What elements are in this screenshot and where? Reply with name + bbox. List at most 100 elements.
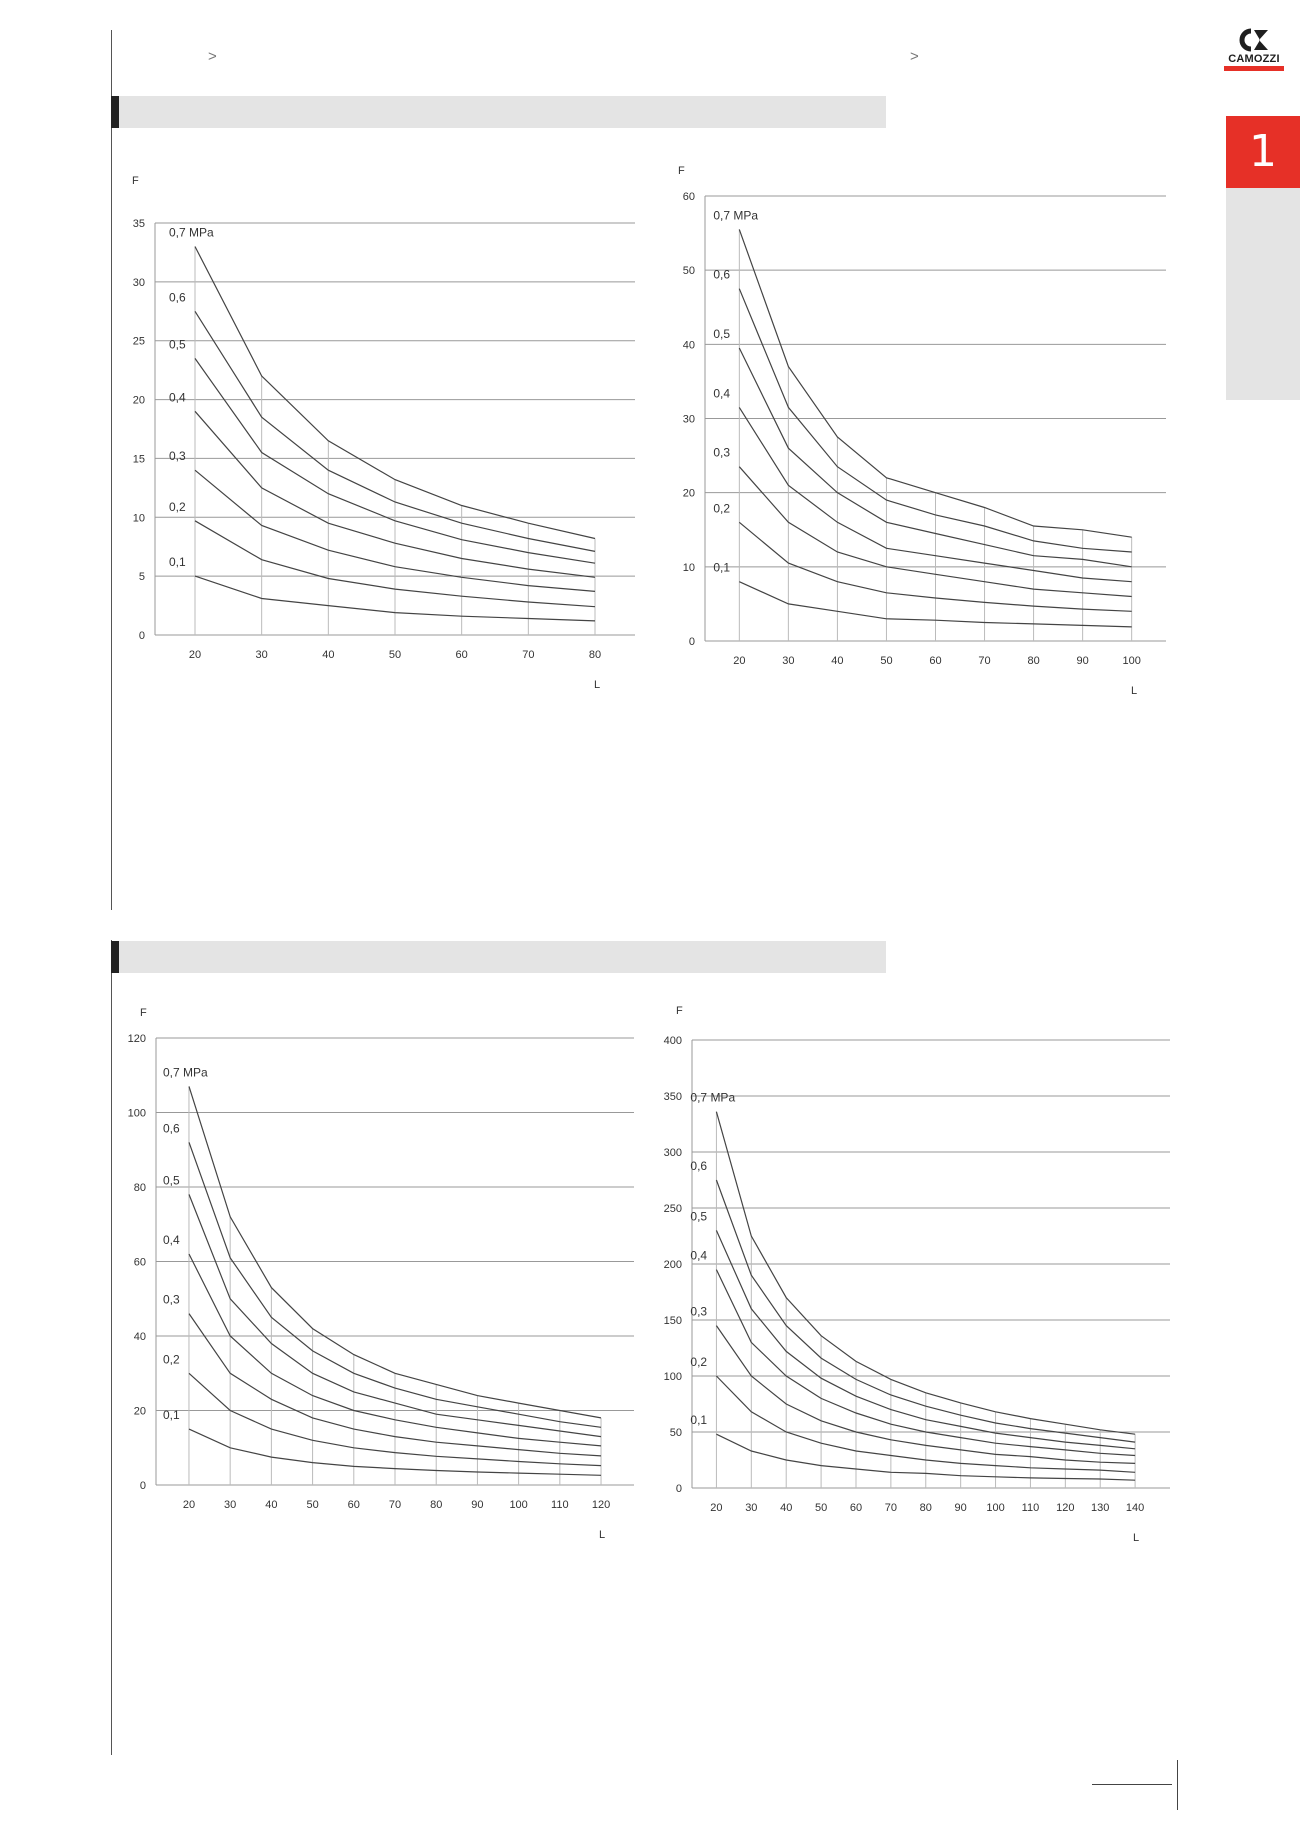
x-tick-label: 60 bbox=[456, 649, 468, 661]
series-line bbox=[716, 1433, 1136, 1481]
x-tick-label: 50 bbox=[880, 655, 892, 667]
section-tab-active[interactable]: 1 bbox=[1226, 116, 1300, 188]
x-tick-label: 40 bbox=[831, 655, 843, 667]
y-tick-label: 40 bbox=[683, 339, 695, 351]
series-line bbox=[194, 358, 596, 564]
series-label: 0,6 bbox=[713, 268, 730, 282]
y-tick-label: 150 bbox=[664, 1315, 682, 1327]
y-axis-label: F bbox=[140, 1007, 147, 1019]
y-tick-label: 5 bbox=[139, 571, 145, 583]
series-label: 0,7 MPa bbox=[713, 208, 758, 222]
page-rule-top bbox=[111, 30, 112, 910]
x-tick-label: 20 bbox=[710, 1502, 722, 1514]
x-tick-label: 90 bbox=[1077, 655, 1089, 667]
y-tick-label: 35 bbox=[133, 218, 145, 230]
y-axis-label: F bbox=[678, 165, 685, 177]
x-tick-label: 50 bbox=[389, 649, 401, 661]
brand-name: CAMOZZI bbox=[1228, 53, 1280, 65]
series-line bbox=[715, 1111, 1136, 1435]
series-label: 0,1 bbox=[169, 555, 186, 569]
series-line bbox=[194, 410, 596, 578]
series-label: 0,2 bbox=[169, 500, 186, 514]
series-line bbox=[194, 310, 596, 552]
series-line bbox=[715, 1375, 1136, 1473]
series-label: 0,7 MPa bbox=[690, 1091, 735, 1105]
x-tick-label: 20 bbox=[189, 649, 201, 661]
y-tick-label: 10 bbox=[133, 512, 145, 524]
force-chart-1: 0 5 10 15 20 25 30 35 20 30 40 50 60 70 80 F L 0,7 MPa 0,6… bbox=[132, 175, 635, 691]
section-header-bar-2 bbox=[111, 941, 886, 973]
series-line bbox=[194, 520, 596, 608]
y-axis-label: F bbox=[676, 1005, 683, 1017]
footer-divider bbox=[1177, 1760, 1178, 1810]
x-tick-label: 80 bbox=[589, 649, 601, 661]
series-line bbox=[715, 1230, 1136, 1450]
section-tab-blank bbox=[1226, 188, 1300, 400]
series-label: 0,5 bbox=[690, 1209, 707, 1223]
series-line bbox=[738, 466, 1132, 598]
x-tick-label: 40 bbox=[780, 1502, 792, 1514]
series-label: 0,5 bbox=[713, 327, 730, 341]
x-tick-label: 50 bbox=[306, 1499, 318, 1511]
y-tick-label: 50 bbox=[683, 265, 695, 277]
y-tick-label: 0 bbox=[139, 630, 145, 642]
x-tick-label: 100 bbox=[1122, 655, 1140, 667]
x-tick-label: 70 bbox=[978, 655, 990, 667]
series-label: 0,3 bbox=[163, 1293, 180, 1307]
section-header-marker bbox=[111, 941, 119, 973]
y-tick-label: 100 bbox=[128, 1108, 146, 1120]
series-label: 0,4 bbox=[690, 1249, 707, 1263]
section-header-bar-1 bbox=[111, 96, 886, 128]
x-tick-label: 50 bbox=[815, 1502, 827, 1514]
x-tick-label: 40 bbox=[265, 1499, 277, 1511]
series-label: 0,6 bbox=[169, 290, 186, 304]
series-label: 0,5 bbox=[169, 337, 186, 351]
x-axis-label: L bbox=[1131, 685, 1137, 697]
x-tick-label: 100 bbox=[509, 1499, 527, 1511]
x-tick-label: 120 bbox=[1056, 1502, 1074, 1514]
y-tick-label: 120 bbox=[128, 1033, 146, 1045]
x-axis-label: L bbox=[1133, 1532, 1139, 1544]
series-line bbox=[194, 469, 596, 592]
series-label: 0,3 bbox=[713, 446, 730, 460]
x-tick-label: 80 bbox=[920, 1502, 932, 1514]
y-tick-label: 0 bbox=[676, 1483, 682, 1495]
x-tick-label: 80 bbox=[1027, 655, 1039, 667]
x-tick-label: 130 bbox=[1091, 1502, 1109, 1514]
y-tick-label: 80 bbox=[134, 1182, 146, 1194]
y-tick-label: 30 bbox=[683, 414, 695, 426]
x-tick-label: 30 bbox=[224, 1499, 236, 1511]
series-label: 0,5 bbox=[163, 1173, 180, 1187]
x-tick-label: 60 bbox=[850, 1502, 862, 1514]
x-tick-label: 80 bbox=[430, 1499, 442, 1511]
series-line bbox=[738, 229, 1132, 538]
breadcrumb-arrow-left[interactable]: > bbox=[208, 48, 217, 65]
force-chart-2: 0 10 20 30 40 50 60 20 30 40 50 60 70 80 90 100 F L 0,7 MP… bbox=[678, 165, 1166, 697]
footer-rule bbox=[1092, 1784, 1172, 1785]
series-label: 0,4 bbox=[713, 386, 730, 400]
y-tick-label: 350 bbox=[664, 1091, 682, 1103]
x-tick-label: 20 bbox=[733, 655, 745, 667]
y-tick-label: 60 bbox=[134, 1257, 146, 1269]
series-line bbox=[739, 581, 1132, 628]
y-tick-label: 30 bbox=[133, 277, 145, 289]
x-tick-label: 70 bbox=[522, 649, 534, 661]
brand-logo: CAMOZZI bbox=[1224, 28, 1284, 71]
series-line bbox=[715, 1325, 1136, 1464]
series-label: 0,1 bbox=[713, 561, 730, 575]
y-tick-label: 60 bbox=[683, 191, 695, 203]
series-label: 0,4 bbox=[163, 1233, 180, 1247]
series-line bbox=[194, 575, 596, 622]
series-line bbox=[738, 347, 1132, 568]
series-line bbox=[188, 1313, 602, 1457]
section-header-marker bbox=[111, 96, 119, 128]
x-tick-label: 110 bbox=[1022, 1502, 1040, 1514]
y-tick-label: 15 bbox=[133, 453, 145, 465]
y-tick-label: 100 bbox=[664, 1371, 682, 1383]
brand-underline bbox=[1224, 66, 1284, 71]
series-line bbox=[715, 1179, 1136, 1443]
series-line bbox=[738, 521, 1132, 612]
x-axis-label: L bbox=[599, 1529, 605, 1541]
breadcrumb-arrow-right[interactable]: > bbox=[910, 48, 919, 65]
y-tick-label: 400 bbox=[664, 1035, 682, 1047]
